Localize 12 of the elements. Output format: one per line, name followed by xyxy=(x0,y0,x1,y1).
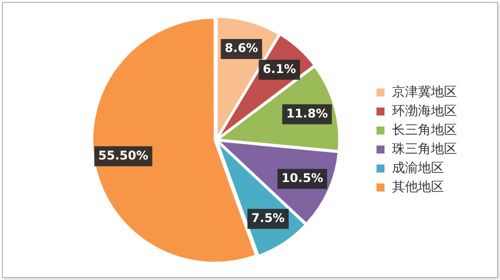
data-label: 8.6% xyxy=(224,41,258,56)
data-label: 11.8% xyxy=(286,106,328,120)
legend-label: 环渤海地区 xyxy=(392,104,457,119)
legend-label: 成渝地区 xyxy=(392,160,444,176)
legend-label: 长三角地区 xyxy=(392,122,457,138)
data-label: 10.5% xyxy=(281,170,324,185)
legend-label: 珠三角地区 xyxy=(392,142,457,157)
data-label: 55.50% xyxy=(98,148,148,162)
data-label: 7.5% xyxy=(251,211,285,226)
data-label: 6.1% xyxy=(262,62,296,76)
legend-label: 京津冀地区 xyxy=(392,84,457,100)
legend-label: 其他地区 xyxy=(392,180,444,195)
